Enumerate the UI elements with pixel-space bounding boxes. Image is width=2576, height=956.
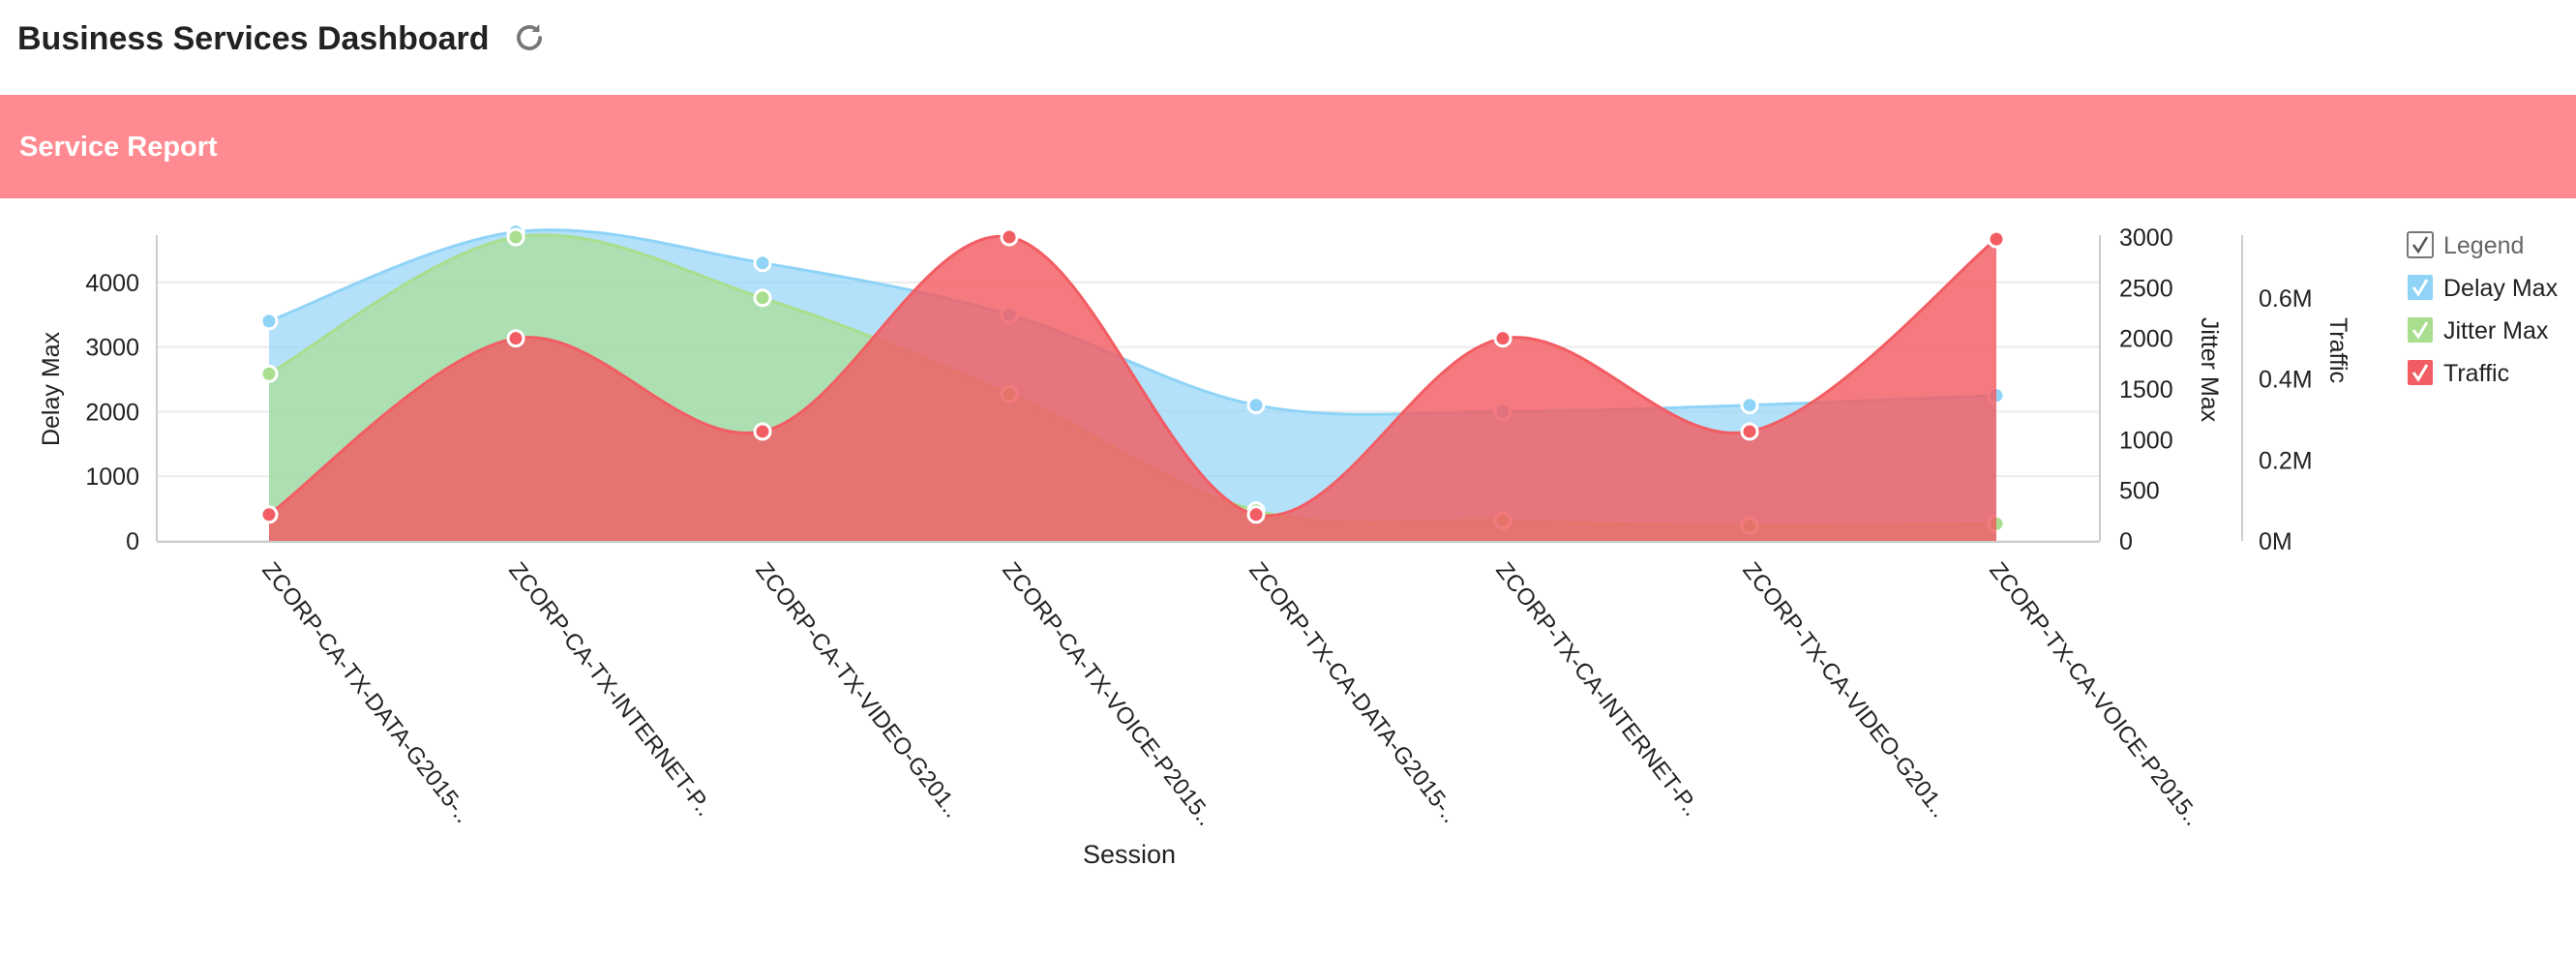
traffic-point[interactable] xyxy=(1000,227,1019,247)
check-icon xyxy=(2411,279,2429,297)
series-traffic xyxy=(259,227,2006,541)
legend-label: Delay Max xyxy=(2443,275,2559,302)
x-tick-label: ZCORP-CA-TX-VIDEO-G201.. xyxy=(750,557,965,822)
traffic-point[interactable] xyxy=(1987,229,2006,249)
check-icon xyxy=(2411,364,2429,382)
x-tick-label: ZCORP-CA-TX-DATA-G2015-.. xyxy=(256,557,476,828)
legend-item-traffic[interactable]: Traffic xyxy=(2408,360,2509,387)
x-tick-label: ZCORP-CA-TX-INTERNET-P.. xyxy=(503,557,717,822)
refresh-icon[interactable] xyxy=(511,19,548,56)
delay-max-point[interactable] xyxy=(1246,396,1266,415)
y-tick-label: 2500 xyxy=(2119,275,2173,302)
y-tick-label: 4000 xyxy=(85,270,139,297)
y-tick-label: 0 xyxy=(126,528,139,555)
y-tick-label: 3000 xyxy=(85,335,139,362)
legend-swatch xyxy=(2408,360,2433,385)
traffic-point[interactable] xyxy=(1493,329,1513,348)
jitter-max-point[interactable] xyxy=(753,288,772,308)
x-tick-label: ZCORP-CA-TX-VOICE-P2015.. xyxy=(997,557,1218,831)
y-tick-label: 500 xyxy=(2119,478,2160,505)
y-tick-label: 2000 xyxy=(2119,326,2173,353)
traffic-point[interactable] xyxy=(753,422,772,441)
y-tick-label: 0M xyxy=(2259,528,2292,555)
y-tick-label: 1000 xyxy=(85,463,139,491)
check-icon xyxy=(2411,321,2429,340)
service-report-chart: 0 1000 2000 3000 4000 Delay Max 0 500 1000 1500 20… xyxy=(38,223,2559,869)
page-title: Business Services Dashboard xyxy=(17,20,490,57)
traffic-point[interactable] xyxy=(1740,422,1759,441)
y-axis-title: Jitter Max xyxy=(2196,317,2223,423)
legend-checkbox[interactable] xyxy=(2407,231,2434,258)
panel-header xyxy=(0,95,2576,198)
panel-title: Service Report xyxy=(19,132,218,163)
traffic-point[interactable] xyxy=(506,329,525,348)
delay-max-point[interactable] xyxy=(259,312,279,331)
legend-swatch xyxy=(2408,275,2433,300)
legend-label: Traffic xyxy=(2443,360,2509,387)
legend-item-delay-max[interactable]: Delay Max xyxy=(2408,275,2559,302)
legend-title: Legend xyxy=(2443,232,2524,259)
traffic-point[interactable] xyxy=(259,505,279,524)
x-tick-label: ZCORP-TX-CA-VOICE-P2015.. xyxy=(1984,557,2205,831)
y-tick-label: 3000 xyxy=(2119,224,2173,252)
x-tick-label: ZCORP-TX-CA-INTERNET-P.. xyxy=(1490,557,1704,822)
traffic-area xyxy=(269,236,1996,541)
y-tick-label: 2000 xyxy=(85,399,139,426)
delay-max-point[interactable] xyxy=(1740,396,1759,415)
legend: Legend Delay Max Jitter Max Traffic xyxy=(2407,231,2559,387)
y-axis-title: Delay Max xyxy=(38,331,65,446)
x-axis: ZCORP-CA-TX-DATA-G2015-.. ZCORP-CA-TX-INT… xyxy=(157,541,2205,869)
y-axis-title: Traffic xyxy=(2324,317,2351,383)
y-axis-traffic: 0M 0.2M 0.4M 0.6M Traffic xyxy=(2241,235,2351,555)
check-icon xyxy=(2411,236,2429,254)
y-tick-label: 1000 xyxy=(2119,427,2173,454)
dashboard-header: Business Services Dashboard xyxy=(0,0,2576,95)
delay-max-point[interactable] xyxy=(753,254,772,273)
traffic-point[interactable] xyxy=(1246,505,1266,524)
y-axis-delay: 0 1000 2000 3000 4000 Delay Max xyxy=(38,235,158,555)
y-tick-label: 0.4M xyxy=(2259,367,2313,394)
jitter-max-point[interactable] xyxy=(506,227,525,247)
y-tick-label: 1500 xyxy=(2119,376,2173,403)
y-tick-label: 0.2M xyxy=(2259,447,2313,474)
y-tick-label: 0.6M xyxy=(2259,285,2313,313)
legend-toggle[interactable]: Legend xyxy=(2407,231,2524,259)
legend-item-jitter-max[interactable]: Jitter Max xyxy=(2408,317,2549,344)
x-tick-label: ZCORP-TX-CA-VIDEO-G201.. xyxy=(1737,557,1952,822)
y-axis-jitter: 0 500 1000 1500 2000 2500 3000 Jitter Max xyxy=(2099,224,2223,555)
x-tick-label: ZCORP-TX-CA-DATA-G2015-.. xyxy=(1243,557,1463,828)
jitter-max-point[interactable] xyxy=(259,364,279,383)
traffic-line xyxy=(268,234,1997,518)
x-axis-title: Session xyxy=(1083,840,1176,869)
legend-swatch xyxy=(2408,317,2433,343)
y-tick-label: 0 xyxy=(2119,528,2133,555)
legend-label: Jitter Max xyxy=(2443,317,2549,344)
